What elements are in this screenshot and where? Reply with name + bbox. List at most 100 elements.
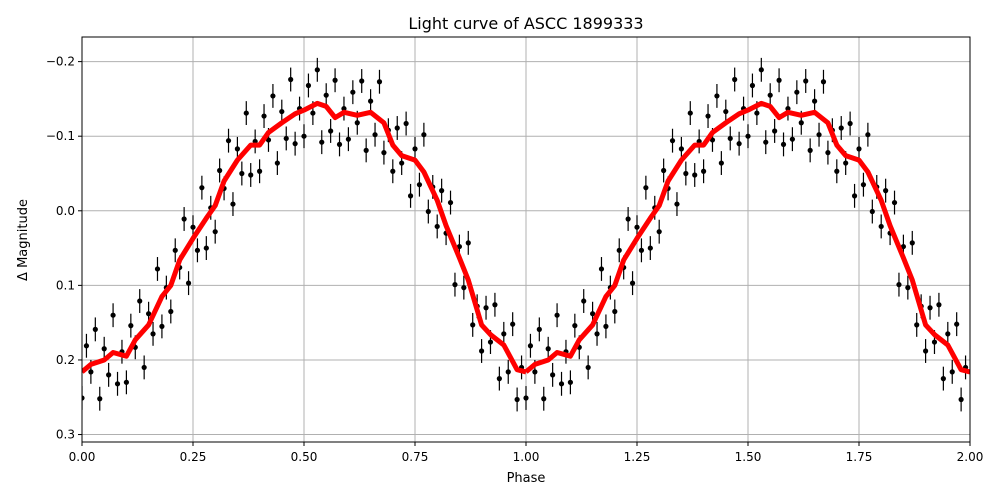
data-point [230, 201, 236, 207]
data-point [248, 172, 254, 178]
data-point [434, 223, 440, 230]
data-point [954, 321, 960, 327]
data-point [452, 282, 458, 288]
x-tick-label: 1.50 [735, 450, 762, 464]
data-point [909, 240, 915, 246]
data-point [656, 229, 662, 235]
data-point [927, 305, 933, 311]
data-point [150, 331, 156, 337]
data-point [421, 132, 427, 138]
data-point [185, 280, 192, 286]
data-point [137, 298, 143, 304]
data-point [794, 89, 800, 95]
data-point [527, 343, 534, 349]
data-point [310, 110, 316, 116]
data-point [820, 79, 827, 85]
data-point [745, 133, 751, 139]
data-point [523, 395, 529, 401]
y-axis-label: Δ Magnitude [16, 199, 31, 281]
data-point [470, 322, 476, 328]
data-point [456, 243, 462, 250]
data-point [567, 379, 574, 385]
data-point [301, 133, 307, 139]
data-point [612, 308, 618, 315]
data-point [212, 229, 218, 235]
data-point [727, 135, 733, 142]
data-point [239, 170, 245, 177]
data-point [905, 285, 911, 291]
data-point [736, 141, 742, 147]
data-point [701, 168, 707, 174]
data-point [687, 110, 693, 116]
data-point [394, 125, 400, 131]
data-point [146, 311, 152, 317]
binned-curve-line [524, 100, 970, 375]
data-point [323, 92, 329, 98]
data-point [487, 339, 494, 345]
data-point [159, 323, 165, 329]
data-point [692, 172, 698, 178]
data-point [368, 98, 374, 104]
data-point [869, 208, 875, 215]
data-point [465, 240, 471, 246]
data-point [505, 369, 511, 375]
data-point [812, 98, 818, 104]
data-point [638, 247, 645, 253]
data-point [279, 108, 285, 115]
y-axis-ticks: −0.2 −0.1 0.0 0.1 0.2 0.3 [46, 55, 82, 442]
data-point [749, 82, 756, 89]
x-tick-label: 1.00 [513, 450, 540, 464]
data-point [594, 331, 600, 337]
data-point [203, 245, 209, 251]
data-point [851, 193, 858, 199]
x-axis-label: Phase [507, 471, 546, 486]
data-point [616, 247, 622, 253]
x-tick-label: 0.00 [69, 450, 96, 464]
data-point [314, 67, 320, 73]
data-point [763, 139, 769, 145]
data-point [856, 146, 862, 152]
x-axis-ticks: 0.00 0.25 0.50 0.75 1.00 1.25 1.50 1.75 2.00 [69, 442, 984, 464]
x-tick-label: 1.75 [846, 450, 873, 464]
data-point [896, 282, 902, 288]
data-point [82, 395, 85, 401]
data-point [772, 128, 778, 134]
data-point [834, 168, 840, 174]
data-point [683, 170, 689, 177]
data-point [754, 110, 760, 116]
data-point [536, 326, 542, 332]
data-point [878, 223, 884, 230]
data-point [847, 120, 853, 127]
data-point [381, 150, 387, 156]
data-point [945, 331, 951, 337]
data-point [83, 343, 90, 349]
x-tick-label: 0.75 [402, 450, 429, 464]
data-point [678, 146, 685, 152]
data-point [261, 113, 267, 119]
data-point [114, 381, 121, 387]
data-point [350, 89, 356, 95]
x-tick-label: 2.00 [957, 450, 984, 464]
data-point [714, 93, 720, 99]
data-point [510, 321, 516, 327]
data-point [407, 193, 414, 199]
data-point [785, 106, 791, 112]
data-point [288, 76, 294, 83]
data-point [514, 396, 520, 403]
x-tick-label: 0.50 [291, 450, 318, 464]
data-point [798, 120, 804, 126]
data-point [319, 139, 325, 145]
data-point [332, 77, 338, 83]
y-tick-label: 0.3 [56, 428, 75, 442]
data-point [940, 376, 946, 382]
data-point [399, 160, 405, 166]
data-point [598, 266, 605, 272]
x-tick-label: 1.25 [624, 450, 651, 464]
data-point [390, 168, 396, 174]
data-point [234, 146, 240, 152]
data-point [479, 348, 485, 354]
data-point [758, 67, 764, 73]
data-point [128, 323, 134, 329]
data-point [496, 376, 502, 382]
data-point [629, 280, 636, 286]
